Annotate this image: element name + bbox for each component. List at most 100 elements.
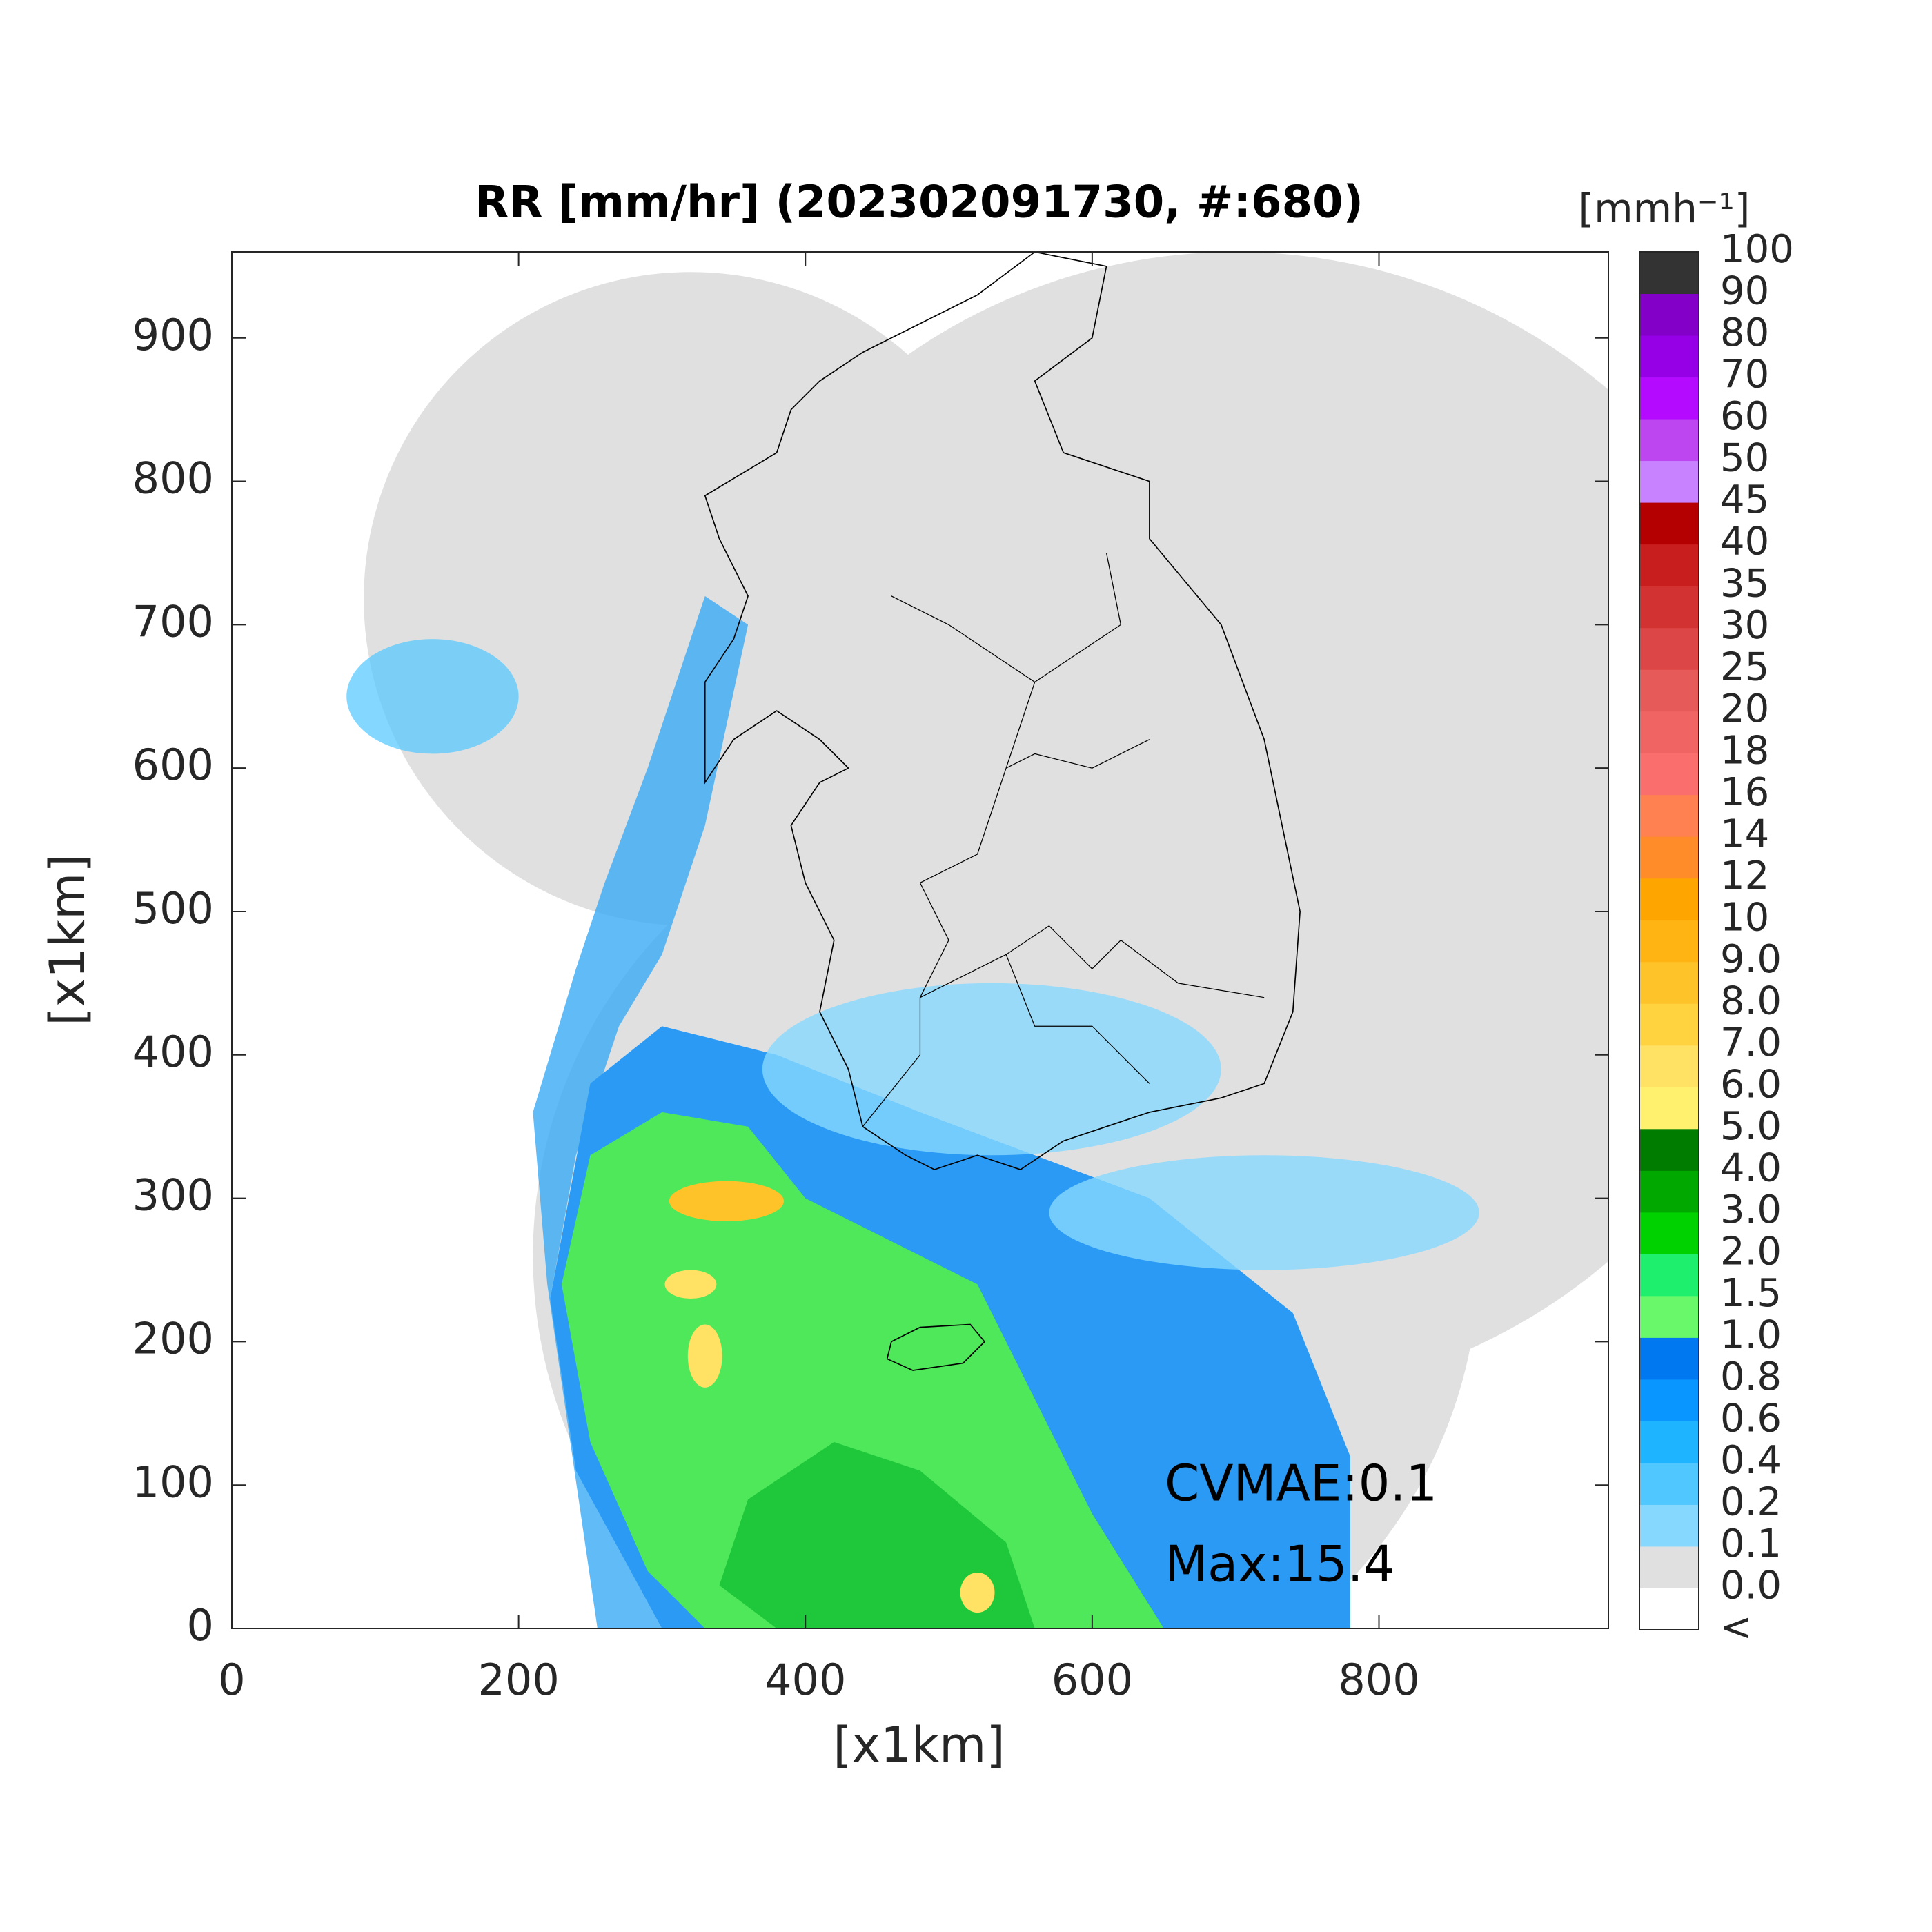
colorbar-label: < xyxy=(1720,1605,1753,1650)
colorbar-label: 0.6 xyxy=(1720,1397,1782,1441)
coastline xyxy=(704,252,1301,1170)
y-tick-label: 300 xyxy=(132,1170,214,1221)
colorbar-frame xyxy=(1639,251,1699,1630)
y-tick-label: 200 xyxy=(132,1313,214,1363)
colorbar-band xyxy=(1639,961,1699,1004)
colorbar-label: 0.4 xyxy=(1720,1438,1782,1483)
x-tick-label: 600 xyxy=(1052,1655,1133,1705)
rain-area xyxy=(719,1441,1035,1628)
colorbar-band xyxy=(1639,1045,1699,1087)
y-tick-label: 0 xyxy=(187,1600,214,1650)
colorbar-band xyxy=(1639,753,1699,796)
colorbar-band xyxy=(1639,878,1699,920)
map-layer xyxy=(346,252,1608,1628)
colorbar-band xyxy=(1639,1128,1699,1171)
x-tick-label: 400 xyxy=(765,1655,846,1705)
colorbar-label: 0.0 xyxy=(1720,1564,1782,1608)
colorbar-label: 10 xyxy=(1720,895,1769,940)
x-axis-label: [x1km] xyxy=(833,1717,1005,1773)
radar-field xyxy=(346,252,1608,1628)
colorbar-label: 45 xyxy=(1720,477,1769,522)
rain-area xyxy=(533,595,749,1628)
colorbar-band xyxy=(1639,1462,1699,1505)
colorbar-band xyxy=(1639,1295,1699,1338)
colorbar-label: 7.0 xyxy=(1720,1021,1782,1065)
colorbar-label: 30 xyxy=(1720,603,1769,648)
y-tick-label: 600 xyxy=(132,740,214,790)
colorbar-band xyxy=(1639,502,1699,545)
colorbar-band xyxy=(1639,794,1699,837)
colorbar-label: 60 xyxy=(1720,394,1769,439)
y-tick-label: 800 xyxy=(132,453,214,504)
colorbar-label: 14 xyxy=(1720,811,1769,856)
annotation: Max:15.4 xyxy=(1165,1535,1394,1593)
colorbar-band xyxy=(1639,1254,1699,1297)
plot-frame xyxy=(231,251,1609,1629)
colorbar-band xyxy=(1639,1379,1699,1421)
colorbar-label: 0.1 xyxy=(1720,1521,1782,1566)
colorbar-band xyxy=(1639,544,1699,586)
colorbar-label: 80 xyxy=(1720,310,1769,355)
colorbar-band xyxy=(1639,252,1699,295)
rain-area xyxy=(687,1324,722,1388)
colorbar-band xyxy=(1639,836,1699,879)
colorbar-band xyxy=(1639,627,1699,670)
x-tick-label: 200 xyxy=(477,1655,559,1705)
colorbar-label: 16 xyxy=(1720,770,1769,815)
chart-title: RR [mm/hr] (202302091730, #:680) xyxy=(475,177,1363,228)
colorbar-label: 40 xyxy=(1720,520,1769,564)
colorbar-label: 35 xyxy=(1720,561,1769,606)
colorbar-label: 3.0 xyxy=(1720,1187,1782,1232)
colorbar-label: 20 xyxy=(1720,687,1769,731)
colorbar-band xyxy=(1639,460,1699,503)
colorbar-band xyxy=(1639,419,1699,462)
colorbar-band xyxy=(1639,711,1699,753)
colorbar-label: 25 xyxy=(1720,644,1769,689)
colorbar-label: 5.0 xyxy=(1720,1104,1782,1149)
colorbar-band xyxy=(1639,920,1699,963)
colorbar-band xyxy=(1639,1212,1699,1254)
rain-area xyxy=(664,1270,717,1299)
colorbar-band xyxy=(1639,1337,1699,1380)
y-axis-label: [x1km] xyxy=(39,854,96,1025)
jeju-outline xyxy=(886,1323,986,1371)
colorbar-label: 2.0 xyxy=(1720,1230,1782,1274)
y-tick-label: 700 xyxy=(132,596,214,647)
y-tick-label: 900 xyxy=(132,310,214,360)
colorbar-label: 8.0 xyxy=(1720,978,1782,1023)
colorbar-band xyxy=(1639,586,1699,629)
rain-area xyxy=(669,1181,785,1221)
y-tick-label: 400 xyxy=(132,1027,214,1077)
colorbar-band xyxy=(1639,1087,1699,1130)
colorbar-band xyxy=(1639,1003,1699,1046)
y-tick-label: 500 xyxy=(132,883,214,934)
colorbar-band xyxy=(1639,1504,1699,1547)
x-tick-label: 800 xyxy=(1338,1655,1419,1705)
colorbar-label: 50 xyxy=(1720,436,1769,481)
colorbar-band xyxy=(1639,335,1699,378)
colorbar-label: 4.0 xyxy=(1720,1145,1782,1190)
colorbar-band xyxy=(1639,1546,1699,1588)
colorbar-label: 6.0 xyxy=(1720,1062,1782,1107)
colorbar-band xyxy=(1639,377,1699,420)
colorbar-label: 100 xyxy=(1720,227,1794,272)
colorbar-label: 18 xyxy=(1720,728,1769,773)
colorbar-band xyxy=(1639,293,1699,336)
colorbar-label: 1.0 xyxy=(1720,1313,1782,1358)
colorbar-title: [mmh⁻¹] xyxy=(1579,185,1751,232)
colorbar-label: 70 xyxy=(1720,353,1769,397)
colorbar-label: 90 xyxy=(1720,269,1769,314)
colorbar-label: 9.0 xyxy=(1720,937,1782,982)
colorbar-label: 12 xyxy=(1720,854,1769,898)
colorbar-band xyxy=(1639,669,1699,712)
colorbar-band xyxy=(1639,1170,1699,1213)
x-tick-label: 0 xyxy=(218,1655,245,1705)
province-border xyxy=(862,553,1265,1127)
colorbar-band xyxy=(1639,1421,1699,1463)
annotation: CVMAE:0.1 xyxy=(1165,1455,1437,1512)
colorbar-label: 0.8 xyxy=(1720,1354,1782,1399)
rain-area xyxy=(346,639,519,754)
colorbar-label: 0.2 xyxy=(1720,1480,1782,1525)
y-tick-label: 100 xyxy=(132,1457,214,1507)
